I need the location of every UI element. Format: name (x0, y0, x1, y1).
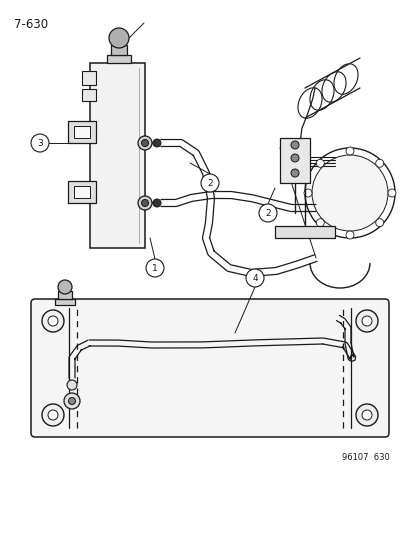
Circle shape (375, 219, 383, 227)
Circle shape (345, 231, 353, 239)
Circle shape (153, 139, 161, 147)
Bar (55, 299, 75, 305)
Text: 7-630: 7-630 (14, 18, 48, 31)
Circle shape (355, 310, 377, 332)
Circle shape (138, 136, 152, 150)
Bar (279, 138, 309, 183)
Bar (68, 181, 96, 203)
Circle shape (42, 404, 64, 426)
Circle shape (68, 398, 75, 405)
Circle shape (146, 259, 164, 277)
Circle shape (58, 280, 72, 294)
Circle shape (67, 380, 77, 390)
Circle shape (141, 199, 148, 206)
Circle shape (141, 140, 148, 147)
Circle shape (361, 410, 371, 420)
Circle shape (138, 196, 152, 210)
Bar (90, 63, 145, 248)
Bar (58, 291, 72, 299)
Bar (107, 55, 131, 63)
Circle shape (153, 199, 161, 207)
Circle shape (245, 269, 263, 287)
Text: 2: 2 (265, 208, 270, 217)
Circle shape (375, 159, 383, 167)
Circle shape (361, 316, 371, 326)
Circle shape (303, 189, 311, 197)
Circle shape (290, 154, 298, 162)
Text: 3: 3 (37, 139, 43, 148)
Text: 2: 2 (206, 179, 212, 188)
Circle shape (48, 410, 58, 420)
Circle shape (290, 169, 298, 177)
Circle shape (42, 310, 64, 332)
Circle shape (355, 404, 377, 426)
Circle shape (316, 159, 323, 167)
Bar (274, 226, 334, 238)
Circle shape (259, 204, 276, 222)
Circle shape (387, 189, 395, 197)
Bar (68, 121, 96, 143)
Circle shape (311, 155, 387, 231)
Circle shape (316, 219, 323, 227)
Circle shape (48, 316, 58, 326)
Bar (82, 71, 96, 85)
Circle shape (31, 134, 49, 152)
Text: 96107  630: 96107 630 (342, 453, 389, 462)
Circle shape (64, 393, 80, 409)
Circle shape (290, 141, 298, 149)
Bar (82, 89, 96, 101)
FancyBboxPatch shape (31, 299, 388, 437)
Bar (74, 126, 90, 138)
Text: 1: 1 (152, 263, 157, 272)
Circle shape (109, 28, 129, 48)
Bar (111, 45, 127, 55)
Text: 4: 4 (252, 273, 257, 282)
Circle shape (201, 174, 218, 192)
Bar (74, 186, 90, 198)
Circle shape (345, 147, 353, 155)
